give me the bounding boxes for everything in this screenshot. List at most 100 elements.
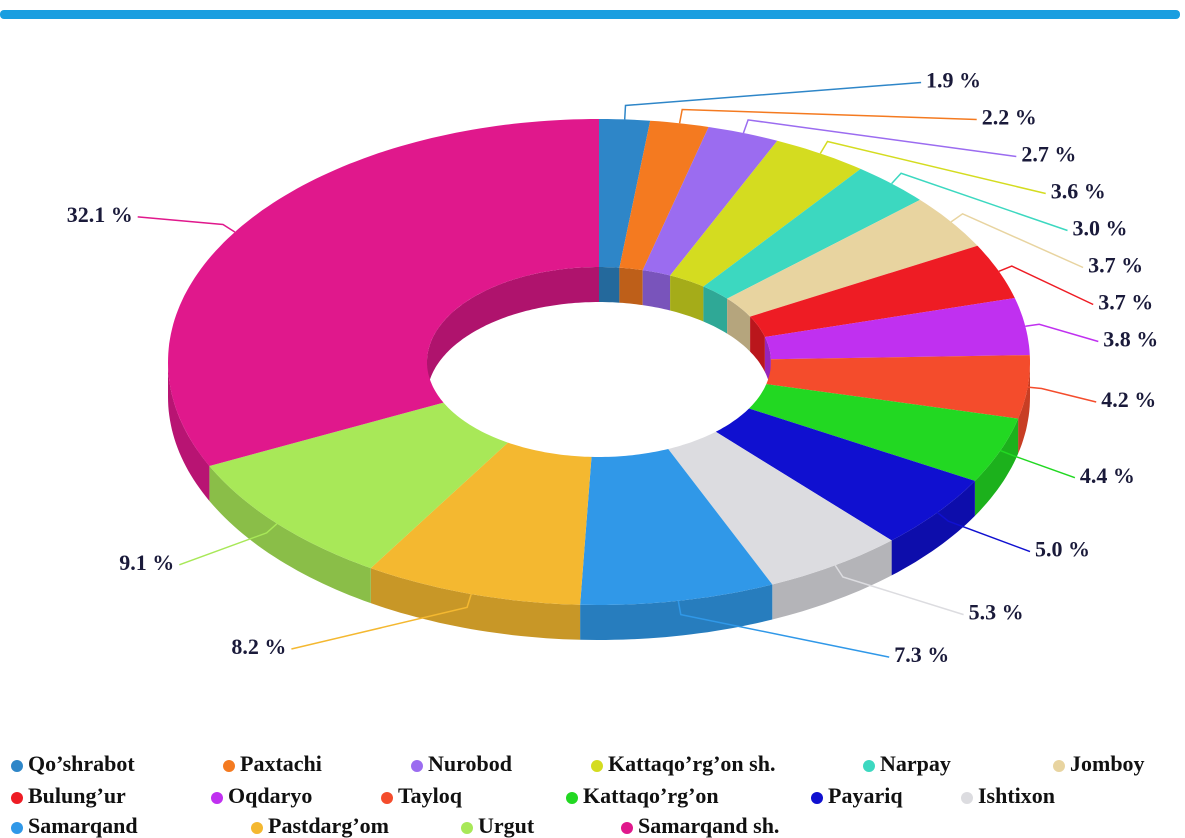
slice-inner-wall [727,298,751,352]
data-label: 3.6 % [1051,179,1106,204]
legend-label: Pastdarg’om [268,813,389,838]
slice-side [891,480,975,576]
leader-line [137,216,236,233]
legend-marker [411,760,423,772]
slice [750,245,1015,337]
data-label: 5.0 % [1035,537,1090,562]
sides [168,362,1030,640]
legend-label: Ishtixon [978,783,1055,808]
slice-side [168,362,210,501]
slice-side [772,540,892,620]
slice [715,408,975,541]
labels: 1.9 %2.2 % 2.7 % 3.6 % 3.0 % 3.7 % 3.7 % 3.8 %… [67,68,1159,668]
leader-line [623,81,922,120]
leader-line [819,140,1046,195]
data-label: 2.2 % [982,105,1037,130]
legend-label: Kattaqo’rg’on [583,783,719,808]
data-label: 3.7 % [1098,290,1153,315]
data-label: 5.3 % [969,600,1024,625]
legend-marker [211,792,223,804]
leader-line [998,265,1094,306]
slice [370,442,592,605]
data-label: 8.2 % [231,634,286,659]
legend-label: Kattaqo’rg’on sh. [608,751,775,776]
slice-inner-wall [703,286,728,334]
legend-marker [11,822,23,834]
legend-marker [381,792,393,804]
slice [727,199,978,317]
legend-marker [251,822,263,834]
leader-line [742,119,1017,158]
top-bar [0,10,1180,19]
legend-marker [11,760,23,772]
legend-marker [621,822,633,834]
slice [580,449,773,605]
slice-inner-wall [750,316,765,372]
slice-side [974,418,1019,516]
data-label: 3.8 % [1103,327,1158,352]
slice-inner-wall [619,267,643,306]
legend-marker [591,760,603,772]
legend-marker [1053,760,1065,772]
legend-marker [223,760,235,772]
legend-label: Qo’shrabot [28,751,135,776]
inner-walls [427,267,771,397]
slice [766,355,1030,419]
slice [209,402,508,569]
data-label: 4.2 % [1101,387,1156,412]
data-label: 2.7 % [1021,142,1076,167]
legend-label: Nurobod [428,751,512,776]
legend-label: Tayloq [398,783,463,808]
legend-label: Samarqand [28,813,138,838]
data-label: 1.9 % [926,68,981,93]
leader-line [936,511,1031,553]
data-label: 3.7 % [1088,253,1143,278]
slice-inner-wall [427,267,599,397]
slice [619,120,709,271]
data-label: 4.4 % [1080,463,1135,488]
slice [599,119,651,268]
leader-line [677,600,890,658]
legend-label: Samarqand sh. [638,813,779,838]
slice [764,298,1030,360]
slice [703,168,920,299]
legend-label: Jomboy [1070,751,1145,776]
legend-label: Bulung’ur [28,783,126,808]
data-label: 3.0 % [1073,216,1128,241]
slice-inner-wall [599,267,620,303]
leader-line [1000,449,1076,479]
slice-inner-wall [670,275,704,322]
leader-line [834,564,964,616]
legend-marker [811,792,823,804]
legend-marker [863,760,875,772]
legend-label: Payariq [828,783,903,808]
data-label: 32.1 % [67,202,133,227]
slice-inner-wall [642,270,671,311]
legend-label: Oqdaryo [228,783,312,808]
slices [168,119,1030,605]
leader-line [1025,323,1099,343]
data-label: 7.3 % [894,642,949,667]
slice-side [580,584,773,640]
slice-side [1018,362,1030,454]
slice-side [209,466,371,604]
leader-line [1027,386,1097,403]
slice [749,384,1019,481]
legend-label: Paxtachi [240,751,322,776]
legend-label: Urgut [478,813,535,838]
legend-marker [961,792,973,804]
slice-side [370,568,581,640]
slice [668,431,892,585]
leader-line [891,172,1068,232]
legend-marker [566,792,578,804]
legend-marker [461,822,473,834]
leader-line [678,108,977,124]
leader-line [291,593,472,650]
leader-line [950,212,1084,269]
slice [168,119,599,466]
slice [642,127,778,276]
leader-line [179,523,278,566]
legend-label: Narpay [880,751,951,776]
legend-marker [11,792,23,804]
